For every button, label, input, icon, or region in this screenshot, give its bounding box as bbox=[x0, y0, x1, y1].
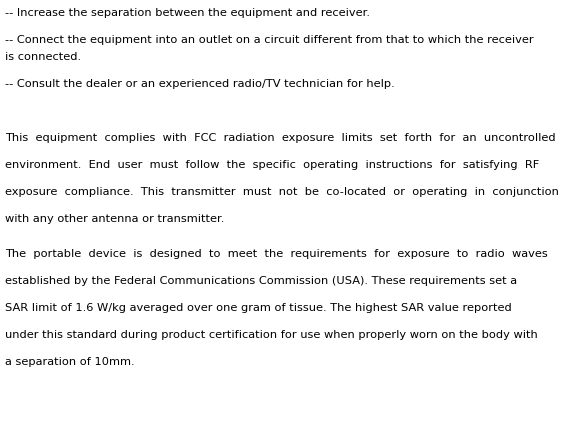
Text: -- Increase the separation between the equipment and receiver.: -- Increase the separation between the e… bbox=[5, 8, 370, 18]
Text: -- Consult the dealer or an experienced radio/TV technician for help.: -- Consult the dealer or an experienced … bbox=[5, 79, 395, 89]
Text: This  equipment  complies  with  FCC  radiation  exposure  limits  set  forth  f: This equipment complies with FCC radiati… bbox=[5, 133, 555, 143]
Text: a separation of 10mm.: a separation of 10mm. bbox=[5, 357, 135, 367]
Text: exposure  compliance.  This  transmitter  must  not  be  co-located  or  operati: exposure compliance. This transmitter mu… bbox=[5, 187, 559, 197]
Text: -- Connect the equipment into an outlet on a circuit different from that to whic: -- Connect the equipment into an outlet … bbox=[5, 35, 534, 45]
Text: The  portable  device  is  designed  to  meet  the  requirements  for  exposure : The portable device is designed to meet … bbox=[5, 249, 548, 259]
Text: is connected.: is connected. bbox=[5, 52, 81, 62]
Text: environment.  End  user  must  follow  the  specific  operating  instructions  f: environment. End user must follow the sp… bbox=[5, 160, 539, 170]
Text: with any other antenna or transmitter.: with any other antenna or transmitter. bbox=[5, 214, 224, 224]
Text: SAR limit of 1.6 W/kg averaged over one gram of tissue. The highest SAR value re: SAR limit of 1.6 W/kg averaged over one … bbox=[5, 303, 512, 313]
Text: established by the Federal Communications Commission (USA). These requirements s: established by the Federal Communication… bbox=[5, 276, 517, 286]
Text: under this standard during product certification for use when properly worn on t: under this standard during product certi… bbox=[5, 330, 538, 340]
